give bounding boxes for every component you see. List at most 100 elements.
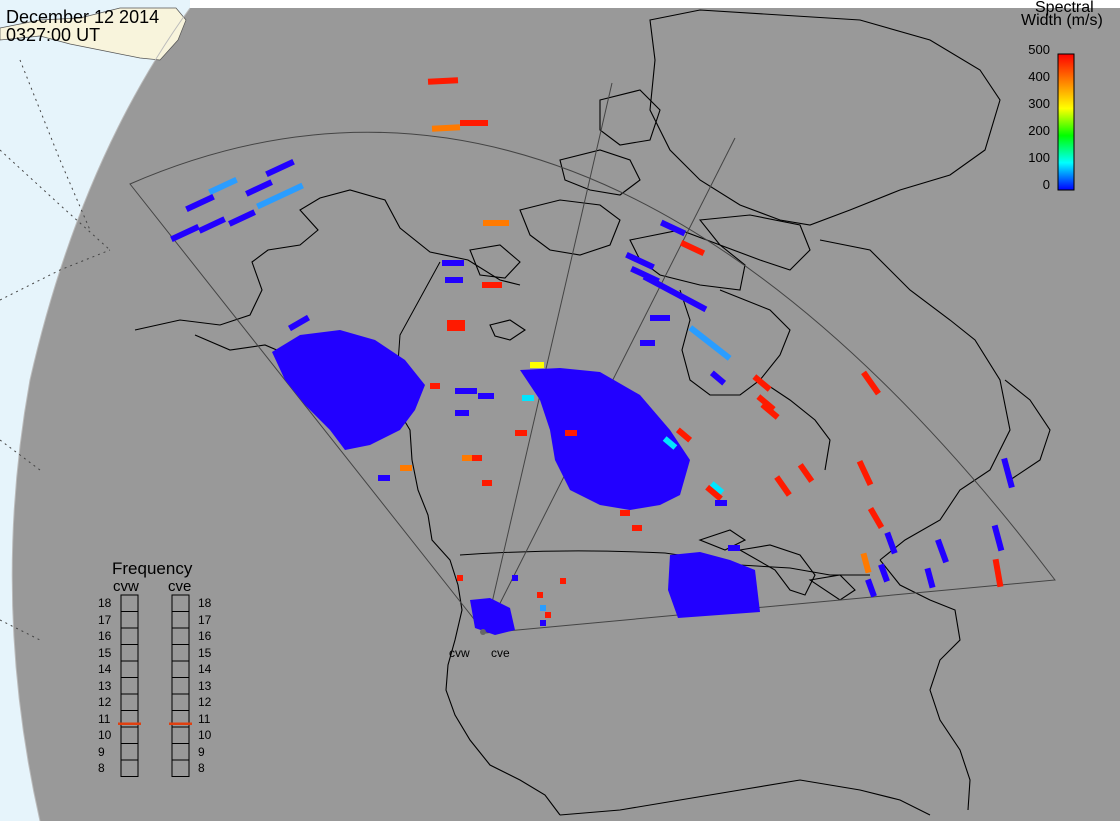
echo-cell — [482, 480, 492, 486]
colorbar-tick-300: 300 — [1028, 96, 1050, 111]
echo-cell — [884, 531, 898, 555]
echo-cell — [483, 220, 509, 226]
echo-cell — [447, 320, 465, 326]
frequency-tick: 14 — [198, 662, 212, 676]
frequency-cell — [120, 759, 139, 777]
echo-cell — [675, 427, 693, 443]
echo-cell — [861, 370, 881, 396]
echo-cell — [659, 219, 687, 237]
echo-cell — [1001, 457, 1015, 489]
echo-cell — [709, 370, 727, 386]
colorbar-tick-400: 400 — [1028, 69, 1050, 84]
echo-cluster-central — [520, 368, 690, 510]
echo-cell — [878, 563, 890, 583]
frequency-cell — [171, 759, 190, 777]
echo-cell — [265, 158, 295, 178]
frequency-tick: 10 — [198, 728, 212, 742]
echo-cell — [245, 179, 273, 197]
echo-cell — [640, 340, 655, 346]
radar-label-cve: cve — [491, 646, 510, 660]
echo-cell — [431, 124, 461, 132]
echo-cluster-south — [668, 552, 760, 618]
colorbar-tick-100: 100 — [1028, 150, 1050, 165]
colorbar — [1057, 53, 1075, 191]
frequency-radar-cvw: cvw — [113, 578, 139, 595]
frequency-tick: 8 — [98, 761, 105, 775]
echo-cell — [650, 315, 670, 321]
echo-cell — [865, 578, 877, 598]
echo-cell — [565, 430, 577, 436]
frequency-tick: 17 — [198, 612, 212, 627]
frequency-title: Frequency — [112, 559, 193, 578]
echo-cell — [752, 374, 772, 392]
colorbar-tick-0: 0 — [1042, 177, 1050, 192]
echo-cell — [705, 484, 723, 502]
echo-cell — [662, 436, 678, 450]
echo-cell — [482, 282, 502, 288]
daylight-ocean — [0, 0, 190, 821]
frequency-tick: 9 — [198, 744, 205, 759]
frequency-tick: 10 — [98, 728, 112, 742]
echo-cell — [457, 575, 463, 581]
echo-cell — [560, 578, 566, 584]
echo-cell — [455, 388, 477, 394]
frequency-tick: 9 — [98, 744, 105, 759]
echo-cell — [378, 475, 390, 481]
radar-label-cvw: cvw — [449, 646, 470, 660]
daylight-graticule — [0, 59, 111, 641]
echo-cell — [774, 475, 792, 497]
echo-cell — [935, 538, 949, 564]
echo-cell — [472, 455, 482, 461]
radar-site-marker — [480, 629, 486, 635]
echo-cell — [515, 430, 527, 436]
frequency-tick: 15 — [98, 645, 112, 660]
frequency-tick: 18 — [98, 596, 112, 610]
frequency-tick: 16 — [98, 629, 112, 643]
frequency-tick: 16 — [198, 629, 212, 643]
terminator-edge — [11, 7, 191, 821]
echo-cell — [715, 500, 727, 506]
echo-cell — [797, 463, 815, 483]
echo-cell — [185, 193, 215, 213]
echo-cell — [540, 620, 546, 626]
frequency-tick: 11 — [198, 711, 211, 726]
echo-cluster-west — [272, 330, 425, 450]
echo-cell — [632, 525, 642, 531]
echo-cell — [287, 314, 311, 332]
frequency-tick: 12 — [98, 695, 112, 709]
echo-cell — [427, 77, 459, 85]
frequency-radar-cve: cve — [168, 578, 192, 595]
echo-cell — [462, 455, 476, 461]
echo-cell — [478, 393, 494, 399]
echo-cell — [642, 273, 708, 313]
frequency-tick: 17 — [98, 612, 112, 627]
frequency-tick: 13 — [198, 678, 212, 693]
echo-cell — [992, 558, 1004, 588]
echo-cell — [430, 383, 440, 389]
time-label: 0327:00 UT — [6, 25, 101, 45]
echo-cell — [442, 260, 464, 266]
echo-cell — [540, 605, 546, 611]
echo-cell — [860, 552, 872, 574]
echo-cell — [445, 277, 463, 283]
echo-cluster-near-radar — [470, 598, 515, 635]
echo-cell — [760, 402, 780, 420]
echo-cell — [447, 325, 465, 331]
frequency-tick: 13 — [98, 678, 112, 693]
frequency-tick: 18 — [198, 596, 212, 610]
echo-cell — [512, 575, 518, 581]
coastlines — [134, 9, 1051, 816]
echo-cell — [728, 545, 740, 551]
echo-cell — [170, 223, 200, 243]
colorbar-tick-500: 500 — [1028, 42, 1050, 57]
daylight-land — [0, 7, 187, 61]
echo-cell — [460, 120, 488, 126]
frequency-boxes — [118, 594, 192, 777]
echo-cell — [198, 216, 226, 234]
echo-cell — [688, 325, 732, 361]
echo-cell — [537, 592, 543, 598]
echo-cell — [545, 612, 551, 618]
colorbar-tick-200: 200 — [1028, 123, 1050, 138]
colorbar-title-line2: Width (m/s) — [1021, 12, 1103, 29]
